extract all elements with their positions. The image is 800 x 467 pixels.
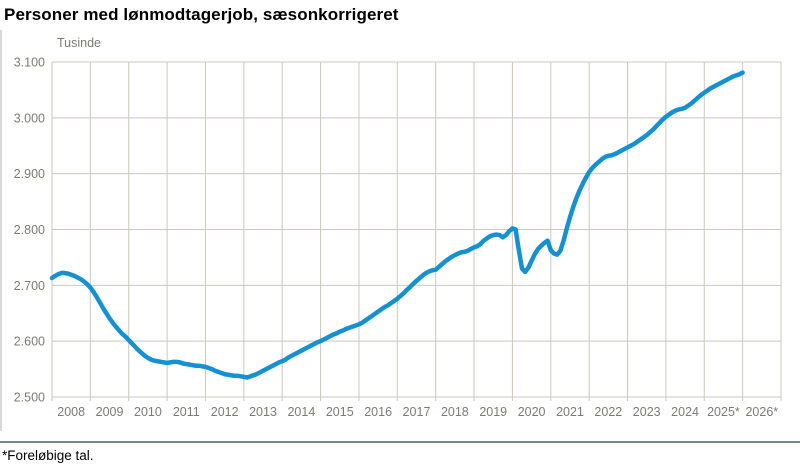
- x-tick-label: 2023: [633, 405, 661, 419]
- x-tick-label: 2015: [326, 405, 354, 419]
- left-border-strip: [0, 30, 2, 431]
- y-tick-label: 3.000: [14, 111, 45, 125]
- x-tick-label: 2012: [211, 405, 239, 419]
- footnote: *Foreløbige tal.: [2, 448, 94, 463]
- x-tick-label: 2026*: [745, 405, 778, 419]
- x-tick-label: 2021: [556, 405, 584, 419]
- x-tick-label: 2010: [134, 405, 162, 419]
- y-tick-label: 2.600: [14, 335, 45, 349]
- x-tick-label: 2019: [479, 405, 507, 419]
- y-tick-label: 2.800: [14, 223, 45, 237]
- x-tick-label: 2008: [57, 405, 85, 419]
- axis-labels: 3.100 3.000 2.900 2.800 2.700 2.600 2.500 2008 2…: [14, 56, 779, 420]
- axis-ticks: [51, 397, 782, 401]
- x-tick-label: 2014: [287, 405, 315, 419]
- gridlines: [51, 61, 782, 398]
- y-tick-label: 2.500: [14, 391, 45, 405]
- x-tick-label: 2009: [96, 405, 124, 419]
- x-tick-label: 2022: [594, 405, 622, 419]
- data-series: [49, 70, 745, 380]
- y-tick-label: 2.900: [14, 167, 45, 181]
- x-tick-label: 2011: [173, 405, 200, 419]
- x-tick-label: 2024: [671, 405, 699, 419]
- x-tick-label: 2020: [518, 405, 546, 419]
- y-tick-label: 2.700: [14, 279, 45, 293]
- line-chart: Tusinde 3.100 3.000 2.900 2.800 2.700 2.600 2.…: [14, 36, 782, 420]
- x-tick-label: 2016: [364, 405, 392, 419]
- y-axis-unit-label: Tusinde: [57, 36, 101, 50]
- x-tick-label: 2013: [249, 405, 277, 419]
- footer-divider: [0, 441, 800, 443]
- employment-line: [49, 70, 745, 380]
- x-tick-label: 2025*: [707, 405, 740, 419]
- x-tick-label: 2017: [403, 405, 431, 419]
- y-tick-label: 3.100: [14, 56, 45, 70]
- chart-title: Personer med lønmodtagerjob, sæsonkorrig…: [4, 5, 399, 24]
- x-tick-label: 2018: [441, 405, 469, 419]
